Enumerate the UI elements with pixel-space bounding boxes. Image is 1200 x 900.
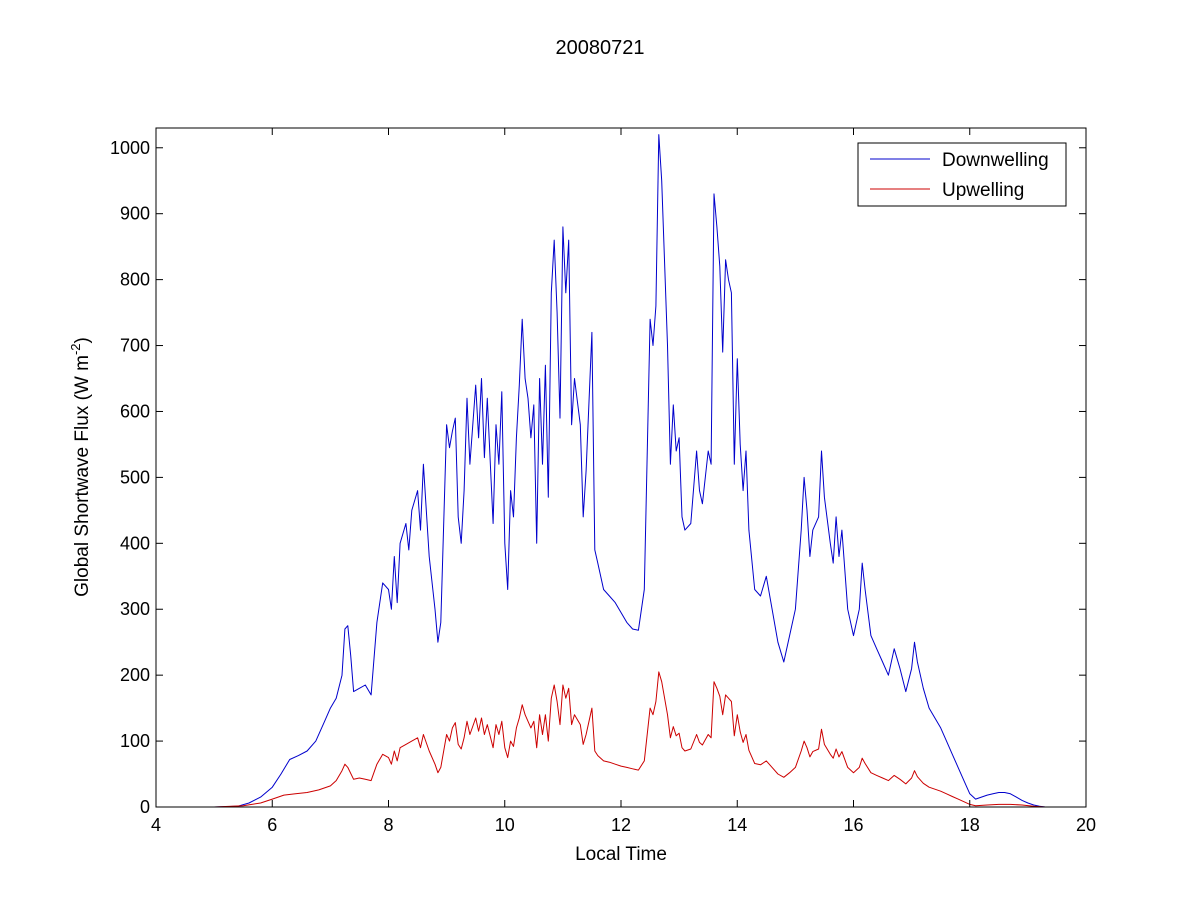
y-tick-label: 0 bbox=[140, 797, 150, 817]
y-tick-label: 700 bbox=[120, 336, 150, 356]
x-tick-label: 10 bbox=[495, 815, 515, 835]
legend-box bbox=[857, 142, 1067, 207]
y-tick-label: 600 bbox=[120, 401, 150, 421]
y-axis-title: Global Shortwave Flux (W m-2) bbox=[68, 337, 93, 597]
x-tick-label: 4 bbox=[151, 815, 161, 835]
chart-title: 20080721 bbox=[556, 37, 645, 59]
y-tick-label: 100 bbox=[120, 731, 150, 751]
y-axis-title-main: Global Shortwave Flux (W m bbox=[72, 355, 93, 597]
plot-area bbox=[156, 128, 1086, 807]
legend-label-downwelling: Downwelling bbox=[942, 150, 1049, 171]
y-tick-label: 900 bbox=[120, 204, 150, 224]
legend: Downwelling Upwelling bbox=[857, 142, 1067, 207]
series-line-upwelling bbox=[156, 671, 1046, 808]
x-tick-label: 8 bbox=[383, 815, 393, 835]
x-tick-label: 20 bbox=[1076, 815, 1096, 835]
y-tick-label: 200 bbox=[120, 665, 150, 685]
legend-label-upwelling: Upwelling bbox=[942, 180, 1024, 201]
x-tick-label: 6 bbox=[267, 815, 277, 835]
series-layer bbox=[156, 134, 1046, 808]
x-tick-label: 12 bbox=[611, 815, 631, 835]
y-tick-label: 1000 bbox=[110, 138, 150, 158]
y-tick-label: 800 bbox=[120, 270, 150, 290]
y-tick-label: 500 bbox=[120, 467, 150, 487]
y-axis-title-close: ) bbox=[72, 337, 93, 343]
y-tick-label: 300 bbox=[120, 599, 150, 619]
x-axis-title: Local Time bbox=[575, 844, 667, 865]
y-axis-title-exponent: -2 bbox=[68, 343, 83, 355]
y-tick-label: 400 bbox=[120, 533, 150, 553]
series-line-downwelling bbox=[156, 134, 1046, 808]
x-tick-label: 14 bbox=[727, 815, 747, 835]
x-tick-label: 18 bbox=[960, 815, 980, 835]
x-tick-label: 16 bbox=[843, 815, 863, 835]
ticks-layer: 4 6 8 10 12 14 16 18 200100200300400500600700800… bbox=[110, 128, 1096, 835]
